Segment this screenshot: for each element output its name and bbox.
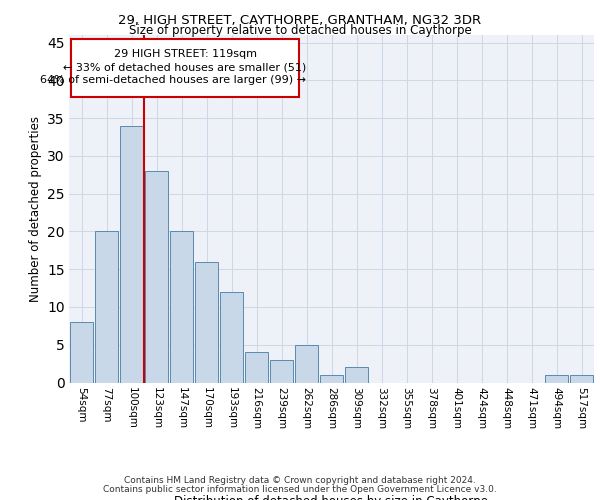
Y-axis label: Number of detached properties: Number of detached properties	[29, 116, 41, 302]
Text: 29, HIGH STREET, CAYTHORPE, GRANTHAM, NG32 3DR: 29, HIGH STREET, CAYTHORPE, GRANTHAM, NG…	[118, 14, 482, 27]
FancyBboxPatch shape	[71, 39, 299, 97]
Bar	[95, 232, 118, 382]
Text: ← 33% of detached houses are smaller (51): ← 33% of detached houses are smaller (51…	[64, 62, 307, 72]
Bar	[320, 375, 343, 382]
Bar	[345, 368, 368, 382]
Bar	[270, 360, 293, 382]
Bar	[145, 171, 168, 382]
Bar	[245, 352, 268, 382]
Bar	[70, 322, 93, 382]
X-axis label: Distribution of detached houses by size in Caythorpe: Distribution of detached houses by size …	[175, 496, 488, 500]
Bar	[195, 262, 218, 382]
Text: 29 HIGH STREET: 119sqm: 29 HIGH STREET: 119sqm	[113, 50, 257, 59]
Bar	[170, 232, 193, 382]
Bar	[120, 126, 143, 382]
Text: 64% of semi-detached houses are larger (99) →: 64% of semi-detached houses are larger (…	[40, 75, 305, 85]
Text: Size of property relative to detached houses in Caythorpe: Size of property relative to detached ho…	[128, 24, 472, 37]
Bar	[545, 375, 568, 382]
Bar	[295, 344, 318, 383]
Text: Contains HM Land Registry data © Crown copyright and database right 2024.: Contains HM Land Registry data © Crown c…	[124, 476, 476, 485]
Text: Contains public sector information licensed under the Open Government Licence v3: Contains public sector information licen…	[103, 484, 497, 494]
Bar	[570, 375, 593, 382]
Bar	[220, 292, 243, 382]
